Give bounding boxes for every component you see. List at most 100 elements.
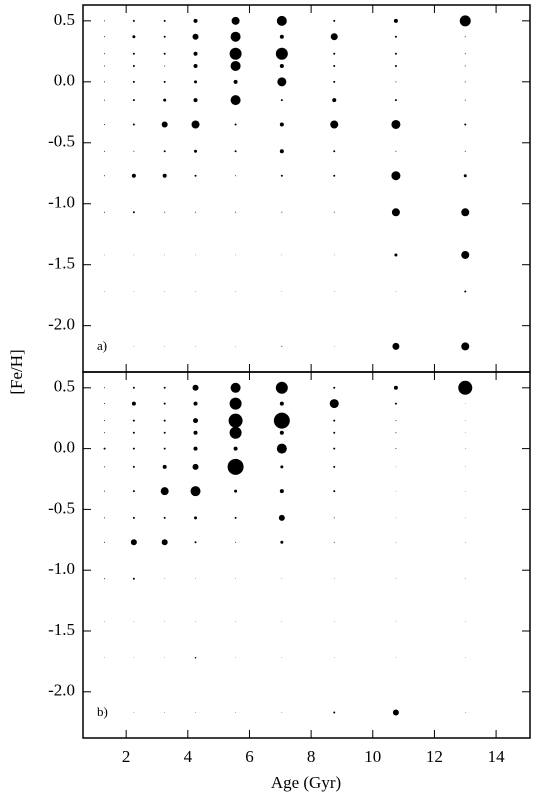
bubble [394,402,397,405]
bubble [395,432,397,434]
bubble [163,419,166,422]
y-tick-label: -0.5 [48,132,75,151]
bubble [104,99,106,101]
bubble [333,447,336,450]
bubble [394,64,397,67]
bubble [193,63,198,68]
bubble [195,346,196,347]
bubble [193,18,198,23]
bubble [395,517,397,519]
bubble [193,446,198,451]
bubble [464,541,466,543]
bubble [133,346,135,347]
bubble [333,254,335,256]
bubble [193,401,198,406]
bubble [132,419,135,422]
bubble [192,33,199,40]
bubble [333,211,335,213]
bubble [394,253,398,257]
bubble [133,150,135,152]
bubble [104,150,106,152]
bubble [104,712,105,713]
y-tick-label: -2.0 [48,681,75,700]
bubble [281,578,283,580]
bubble [195,578,196,580]
bubble [234,489,238,493]
bubble [130,539,137,546]
x-tick-label: 6 [245,747,254,766]
bubble [395,657,397,659]
bubble [395,541,397,543]
bubble [464,578,466,580]
bubble [395,620,397,622]
bubble [103,447,106,450]
bubble [192,463,199,470]
plot-frame [82,4,531,373]
bubble [133,712,135,713]
bubble [132,19,135,22]
bubble [132,447,135,450]
bubble [277,77,287,87]
bubble [160,487,169,496]
bubble [461,342,470,351]
bubble [104,65,106,67]
bubble [234,516,237,519]
bubble [330,33,338,41]
bubble [276,15,287,26]
bubble [104,657,105,659]
y-tick-label: 0.5 [54,10,75,29]
bubble [104,420,106,422]
bubble [104,211,106,213]
panel-label: b) [97,704,108,719]
bubble [459,15,471,27]
bubble [395,420,397,422]
bubble [461,208,470,217]
bubble [333,578,335,580]
bubble [192,384,199,391]
bubble [279,122,284,127]
bubble [464,432,466,434]
bubble [195,211,197,213]
bubble [330,120,339,129]
bubble [281,620,283,622]
bubble [464,36,466,38]
bubble [279,149,284,154]
bubble [333,419,336,422]
bubble [193,418,199,424]
bubble [104,53,106,55]
bubble [163,98,167,102]
bubble [395,150,397,152]
x-tick-label: 14 [488,747,506,766]
bubble [393,18,398,23]
bubble [193,430,198,435]
bubble [333,150,336,153]
bubble [164,346,165,347]
bubble [392,709,399,716]
bubble [132,52,135,55]
bubble [333,490,336,493]
bubble [164,211,166,213]
bubble [233,79,238,84]
bubble [333,346,335,347]
bubble [391,208,400,217]
bubble [275,47,288,60]
bubble [194,80,198,84]
bubble [104,20,106,22]
bubble [333,431,336,434]
bubble [234,123,237,126]
bubble [395,291,397,292]
bubble [464,81,466,83]
bubble [230,60,241,71]
bubble [464,99,466,101]
bubble [104,81,106,83]
bubble [279,489,284,494]
bubble [164,291,165,292]
bubble [280,465,284,469]
bubble [194,149,198,153]
bubble [104,254,105,256]
bubble [235,254,236,256]
bubble [104,403,106,405]
y-tick-label: -1.0 [48,193,75,212]
y-tick-label: 0.0 [54,438,75,457]
